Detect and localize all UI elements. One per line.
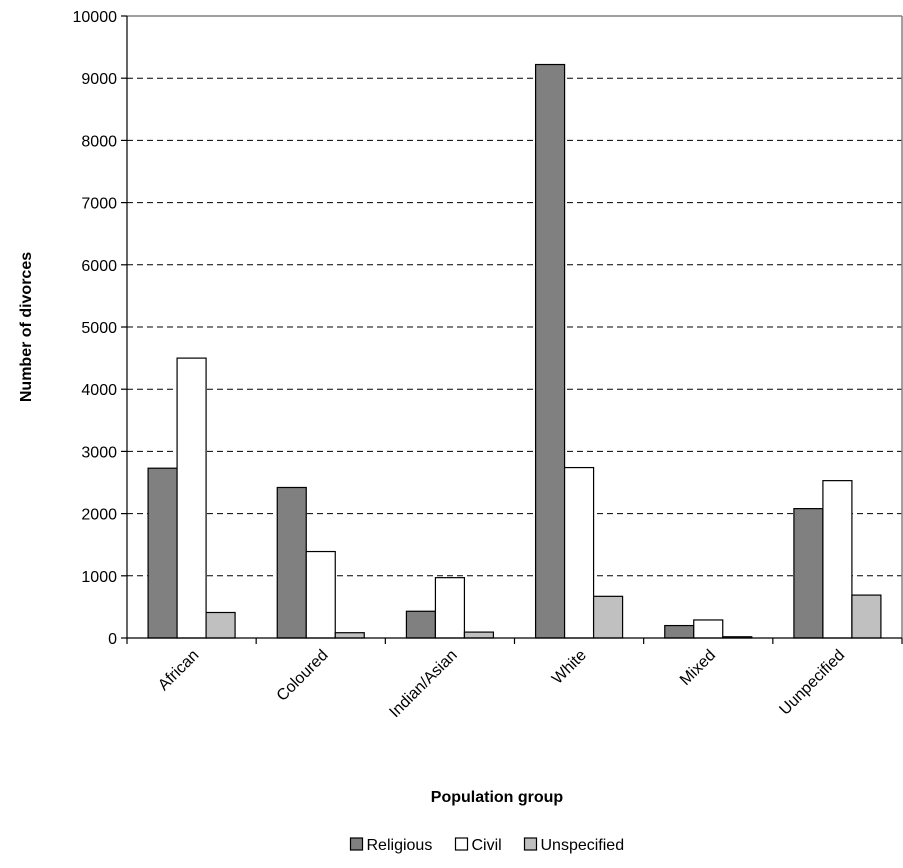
bar-religious-white (534, 63, 566, 639)
y-tick-label: 10000 (73, 9, 118, 26)
bar-civil-indian-asian (434, 577, 466, 639)
y-tick-label: 7000 (81, 196, 117, 213)
x-tick-label: Coloured (274, 647, 332, 705)
bar-civil-mixed (693, 619, 724, 639)
bar-religious-indian-asian (405, 610, 437, 639)
y-tick-label: 1000 (81, 569, 117, 586)
y-tick-label: 2000 (81, 507, 117, 524)
bar-religious-mixed (664, 624, 695, 639)
legend-swatch-religious (349, 837, 364, 851)
bar-religious-uunpecified (793, 508, 824, 639)
y-tick-label: 0 (108, 631, 117, 648)
bar-civil-coloured (305, 550, 336, 639)
y-axis-ticks: 0 1000 2000 3000 4000 5000 6000 7000 8000 9000 100… (73, 9, 127, 648)
y-tick-label: 4000 (81, 382, 117, 399)
legend-swatch-civil (454, 837, 469, 851)
gridlines (127, 77, 902, 577)
legend: Religious Civil Unspecified (349, 837, 625, 854)
bar-unspecified-white (592, 595, 624, 639)
bar-civil-uunpecified (822, 480, 853, 639)
legend-label-religious: Religious (367, 837, 433, 854)
bars (147, 63, 882, 639)
bar-religious-coloured (276, 486, 307, 639)
bar-religious-african (147, 467, 178, 639)
x-axis-ticks: African Coloured Indian/Asian White Mixed Uun… (126, 638, 903, 721)
y-tick-label: 6000 (81, 258, 117, 275)
bar-unspecified-coloured (334, 632, 365, 639)
bar-unspecified-uunpecified (851, 594, 882, 639)
legend-swatch-unspecified (523, 837, 538, 851)
x-tick-label: Uunpecified (776, 647, 848, 719)
x-axis-title: Population group (431, 789, 564, 806)
legend-label-unspecified: Unspecified (541, 837, 625, 854)
y-tick-label: 5000 (81, 320, 117, 337)
bar-unspecified-african (205, 611, 236, 639)
bar-civil-white (563, 466, 595, 639)
x-tick-label: African (155, 647, 202, 694)
legend-label-civil: Civil (472, 837, 502, 854)
plot-frame (126, 15, 903, 639)
x-tick-label: Mixed (677, 647, 719, 689)
y-axis-title: Number of divorces (18, 252, 35, 402)
bar-civil-african (176, 357, 207, 639)
x-tick-label: Indian/Asian (386, 647, 460, 721)
y-tick-label: 8000 (81, 133, 117, 150)
x-tick-label: White (549, 647, 590, 688)
y-tick-label: 9000 (81, 71, 117, 88)
bar-unspecified-indian-asian (463, 631, 495, 639)
y-tick-label: 3000 (81, 444, 117, 461)
